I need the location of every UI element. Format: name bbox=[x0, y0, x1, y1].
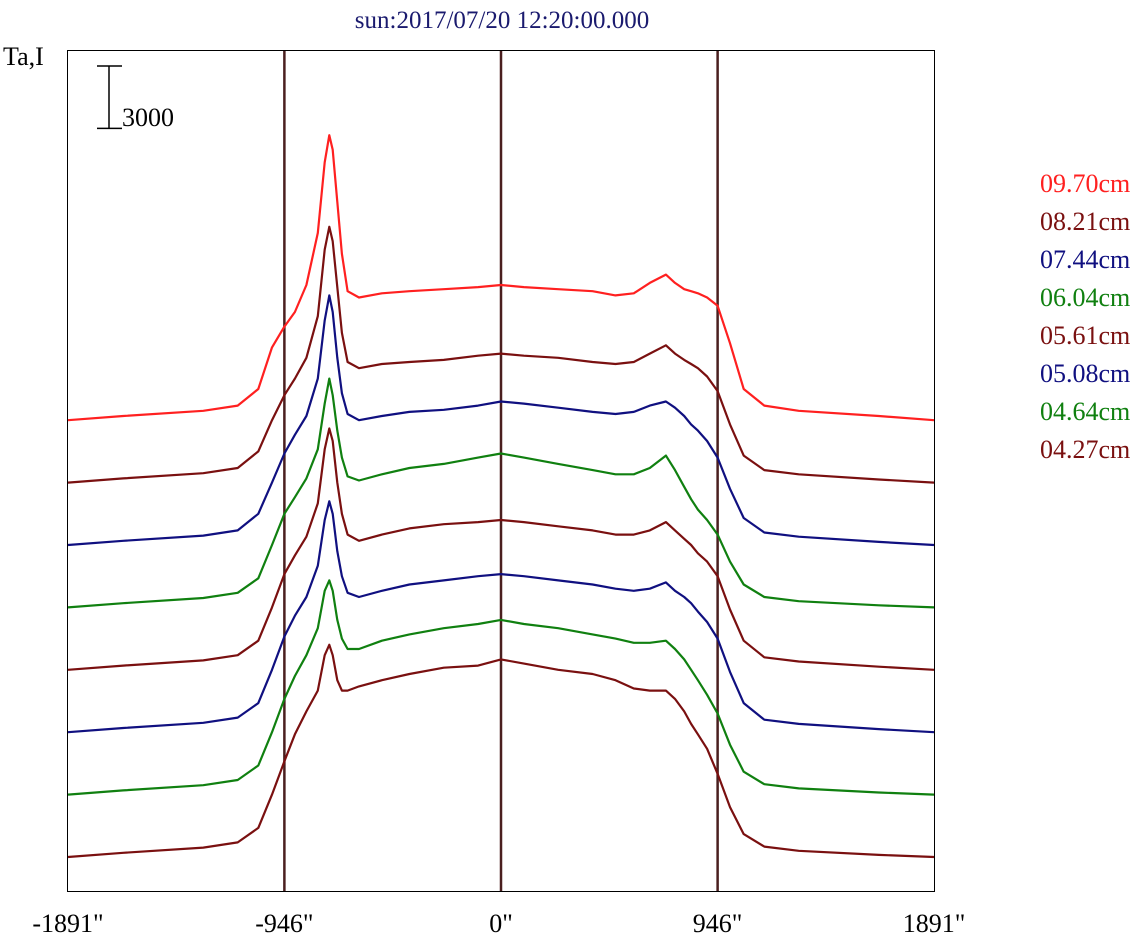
chart-title: sun:2017/07/20 12:20:00.000 bbox=[355, 7, 649, 34]
y-axis-label: Ta,I bbox=[3, 42, 44, 71]
legend-entry: 08.21cm bbox=[1040, 207, 1130, 236]
legend-entry: 09.70cm bbox=[1040, 169, 1130, 198]
legend-entry: 04.27cm bbox=[1040, 435, 1130, 464]
series-line bbox=[67, 427, 935, 671]
legend-entry: 04.64cm bbox=[1040, 397, 1130, 426]
x-tick-label: 1891" bbox=[903, 909, 966, 938]
x-tick-label: -1891" bbox=[32, 909, 103, 938]
x-tick-label: 946" bbox=[693, 909, 743, 938]
x-tick-label: 0" bbox=[489, 909, 513, 938]
series-lines bbox=[67, 134, 935, 859]
series-line bbox=[67, 500, 935, 734]
vertical-marker-lines bbox=[283, 51, 719, 891]
x-tick-labels: -1891" -946" 0" 946" 1891" bbox=[32, 909, 965, 938]
series-line bbox=[67, 294, 935, 547]
x-tick-label: -946" bbox=[255, 909, 313, 938]
series-line bbox=[67, 579, 935, 796]
plot-frame bbox=[67, 50, 935, 892]
legend-entry: 07.44cm bbox=[1040, 245, 1130, 274]
legend-entry: 05.08cm bbox=[1040, 359, 1130, 388]
series-line bbox=[67, 377, 935, 609]
series-line bbox=[67, 643, 935, 859]
legend: 09.70cm 08.21cm 07.44cm 06.04cm 05.61cm 05.08… bbox=[1040, 169, 1130, 464]
scale-bar-label: 3000 bbox=[122, 103, 174, 132]
series-line bbox=[67, 225, 935, 484]
legend-entry: 06.04cm bbox=[1040, 283, 1130, 312]
series-line bbox=[67, 134, 935, 422]
scale-bar: 3000 bbox=[97, 65, 174, 132]
legend-entry: 05.61cm bbox=[1040, 321, 1130, 350]
